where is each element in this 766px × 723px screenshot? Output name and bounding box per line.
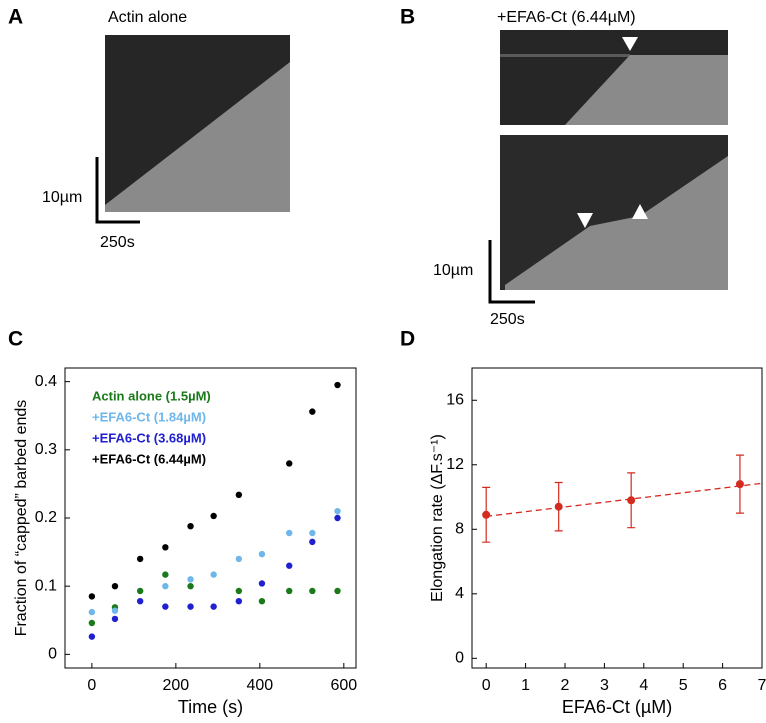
- panel-letter: D: [400, 328, 415, 351]
- panel-title: Actin alone: [108, 9, 187, 26]
- point: [482, 510, 491, 519]
- panel-title: +EFA6-Ct (6.44µM): [497, 9, 636, 26]
- y-tick-label: 0.3: [35, 441, 57, 458]
- x-tick-label: 1: [521, 677, 530, 694]
- x-tick-label: 200: [163, 677, 190, 694]
- fit-line: [486, 482, 763, 518]
- point: [210, 603, 217, 610]
- point: [258, 550, 266, 558]
- x-tick-label: 7: [758, 677, 766, 694]
- scale-bar: [95, 157, 140, 224]
- y-tick-label: 0: [48, 646, 57, 663]
- point: [258, 597, 266, 605]
- scale-label: 10µm: [433, 262, 473, 279]
- point: [88, 608, 96, 616]
- kymograph: [500, 30, 728, 125]
- point: [111, 607, 119, 614]
- point: [286, 562, 293, 569]
- kymograph: [105, 35, 290, 212]
- x-tick-label: 6: [718, 677, 727, 694]
- y-tick-label: 4: [455, 585, 464, 602]
- point: [627, 496, 636, 505]
- point: [210, 571, 217, 578]
- point: [235, 597, 243, 605]
- y-tick-label: 12: [446, 456, 464, 473]
- point: [136, 597, 144, 605]
- point: [309, 529, 316, 537]
- point: [162, 544, 169, 551]
- point: [309, 408, 316, 415]
- x-tick-label: 2: [561, 677, 570, 694]
- x-tick-label: 4: [639, 677, 648, 694]
- panel-letter: B: [400, 6, 415, 29]
- point: [111, 615, 119, 623]
- point: [334, 507, 341, 515]
- point: [554, 502, 563, 511]
- point: [309, 538, 316, 546]
- point: [735, 480, 744, 489]
- x-axis-label: Time (s): [178, 697, 243, 717]
- point: [88, 633, 96, 640]
- y-tick-label: 0.2: [35, 509, 57, 526]
- point: [258, 580, 266, 587]
- panel-letter: C: [8, 328, 23, 351]
- legend-label: +EFA6-Ct (3.68µM): [92, 430, 206, 445]
- y-tick-label: 0.1: [35, 577, 57, 594]
- point: [187, 582, 194, 590]
- point: [111, 582, 119, 590]
- legend-label: +EFA6-Ct (1.84µM): [92, 409, 206, 424]
- scale-label: 250s: [490, 311, 525, 328]
- x-tick-label: 3: [600, 677, 609, 694]
- x-axis-label: EFA6-Ct (µM): [562, 697, 672, 717]
- x-tick-label: 5: [679, 677, 688, 694]
- point: [286, 529, 293, 537]
- point: [187, 603, 194, 610]
- arrowhead: [622, 37, 638, 51]
- y-tick-label: 16: [446, 391, 464, 408]
- arrowhead: [632, 204, 648, 219]
- plot-frame: [471, 367, 763, 669]
- point: [136, 587, 144, 595]
- scale-label: 10µm: [42, 189, 82, 206]
- kymograph: [500, 135, 728, 290]
- legend-label: +EFA6-Ct (6.44µM): [92, 451, 206, 466]
- point: [235, 587, 243, 595]
- point: [235, 491, 243, 499]
- y-axis-label: Fraction of “capped” barbed ends: [13, 400, 30, 637]
- arrowhead: [577, 213, 593, 228]
- x-tick-label: 0: [87, 677, 96, 694]
- point: [187, 576, 194, 583]
- scale-bar: [488, 240, 535, 304]
- y-tick-label: 8: [455, 521, 464, 538]
- point: [286, 460, 293, 467]
- x-tick-label: 0: [482, 677, 491, 694]
- point: [88, 619, 96, 627]
- point: [88, 593, 96, 600]
- point: [286, 587, 293, 595]
- point: [334, 514, 341, 522]
- point: [162, 603, 169, 610]
- x-tick-label: 400: [246, 677, 273, 694]
- point: [210, 512, 217, 520]
- panel-letter: A: [8, 6, 23, 29]
- point: [136, 555, 144, 563]
- point: [162, 571, 169, 578]
- point: [162, 582, 169, 590]
- point: [334, 381, 341, 389]
- y-axis-label: Elongation rate (ΔF.s⁻¹): [429, 434, 446, 602]
- x-tick-label: 600: [330, 677, 357, 694]
- y-tick-label: 0.4: [35, 373, 57, 390]
- point: [309, 587, 316, 595]
- point: [334, 587, 341, 595]
- legend-label: Actin alone (1.5µM): [92, 388, 211, 403]
- point: [235, 555, 243, 563]
- y-tick-label: 0: [455, 650, 464, 667]
- scale-label: 250s: [100, 234, 135, 251]
- point: [187, 522, 194, 530]
